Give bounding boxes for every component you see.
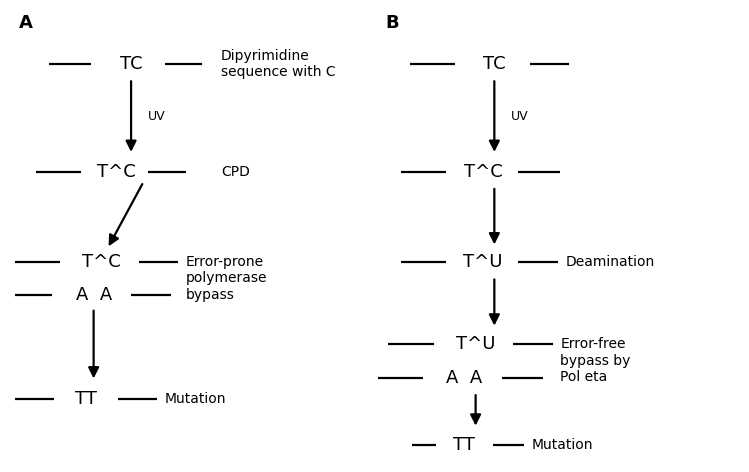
Text: Error-free
bypass by
Pol eta: Error-free bypass by Pol eta: [560, 337, 631, 384]
Text: Dipyrimidine
sequence with C: Dipyrimidine sequence with C: [221, 49, 336, 79]
Text: T^C: T^C: [97, 163, 136, 181]
Text: A  A: A A: [446, 369, 482, 387]
Text: CPD: CPD: [221, 165, 250, 179]
Text: Deamination: Deamination: [565, 255, 655, 269]
Text: TC: TC: [483, 55, 506, 73]
Text: T^U: T^U: [464, 253, 503, 271]
Text: A  A: A A: [76, 286, 112, 304]
Text: Mutation: Mutation: [165, 392, 226, 406]
Text: B: B: [386, 14, 399, 32]
Text: UV: UV: [511, 110, 529, 123]
Text: T^U: T^U: [456, 335, 495, 353]
Text: TC: TC: [120, 55, 142, 73]
Text: Error-prone
polymerase
bypass: Error-prone polymerase bypass: [186, 255, 267, 302]
Text: T^C: T^C: [464, 163, 503, 181]
Text: UV: UV: [148, 110, 166, 123]
Text: TT: TT: [453, 436, 476, 454]
Text: A: A: [19, 14, 33, 32]
Text: T^C: T^C: [82, 253, 121, 271]
Text: TT: TT: [75, 390, 97, 408]
Text: Mutation: Mutation: [532, 438, 593, 452]
